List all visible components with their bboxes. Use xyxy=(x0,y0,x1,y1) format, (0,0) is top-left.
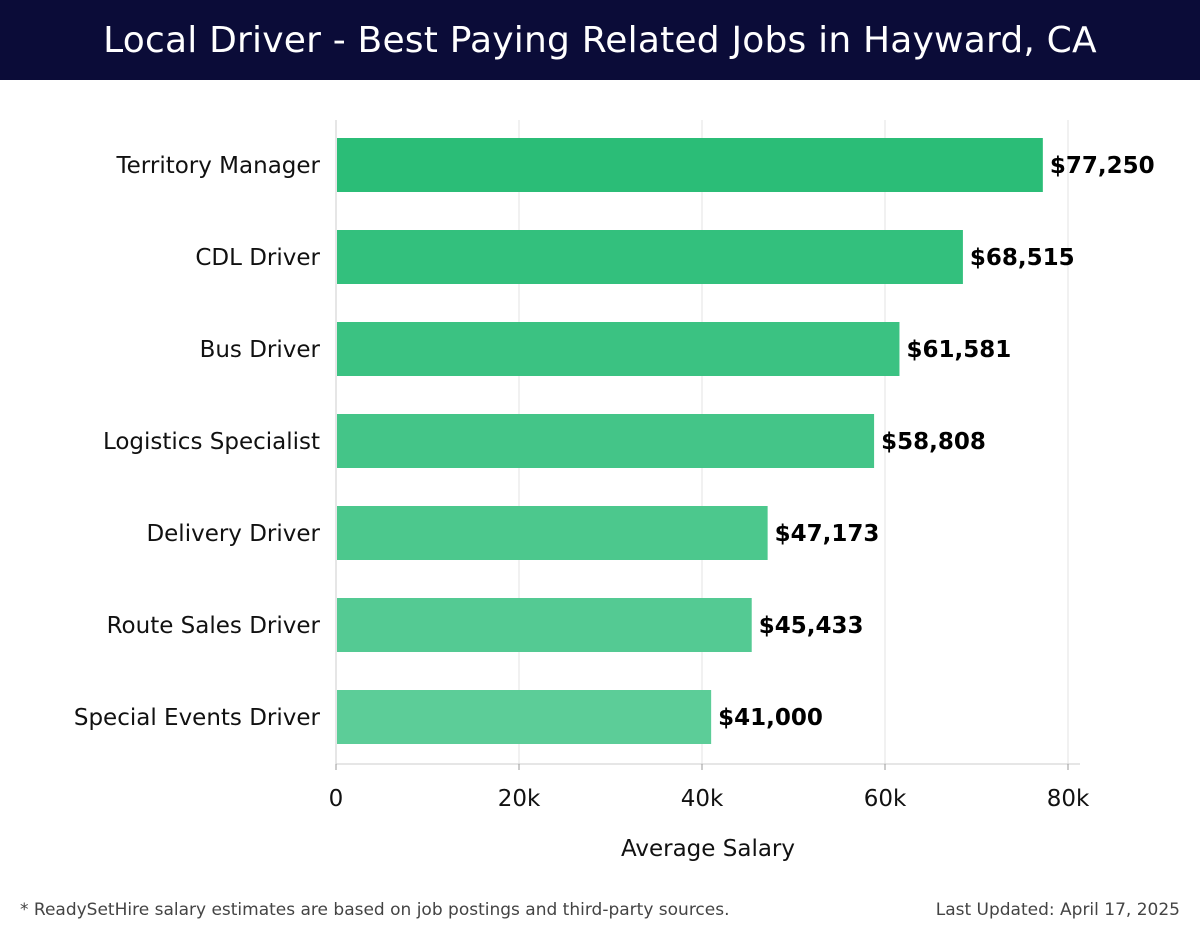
data-label: $41,000 xyxy=(718,705,823,731)
x-tick-label: 0 xyxy=(329,786,344,812)
x-tick-label: 40k xyxy=(681,786,724,812)
category-label: Bus Driver xyxy=(200,337,321,363)
data-label: $77,250 xyxy=(1050,153,1155,179)
category-label: Logistics Specialist xyxy=(103,429,320,455)
x-tick-label: 20k xyxy=(498,786,541,812)
category-label: Delivery Driver xyxy=(146,521,320,547)
data-label: $47,173 xyxy=(775,521,880,547)
bar xyxy=(337,414,875,468)
x-tick-label: 80k xyxy=(1047,786,1090,812)
last-updated: Last Updated: April 17, 2025 xyxy=(935,900,1180,920)
bar xyxy=(337,598,752,652)
data-label: $68,515 xyxy=(970,245,1075,271)
category-label: Route Sales Driver xyxy=(107,613,321,639)
bar xyxy=(337,690,712,744)
data-label: $61,581 xyxy=(906,337,1011,363)
category-label: Special Events Driver xyxy=(74,705,321,731)
x-axis-label: Average Salary xyxy=(621,836,795,862)
bar xyxy=(337,138,1043,192)
data-label: $45,433 xyxy=(759,613,864,639)
data-label: $58,808 xyxy=(881,429,986,455)
bar xyxy=(337,230,963,284)
chart-header: Local Driver - Best Paying Related Jobs … xyxy=(0,0,1200,80)
chart-title: Local Driver - Best Paying Related Jobs … xyxy=(103,19,1097,61)
x-tick-label: 60k xyxy=(864,786,907,812)
category-label: CDL Driver xyxy=(195,245,320,271)
category-label: Territory Manager xyxy=(116,153,321,179)
footer-note: * ReadySetHire salary estimates are base… xyxy=(20,900,730,920)
bar xyxy=(337,322,900,376)
bar xyxy=(337,506,768,560)
bar-chart: 0 20k 40k 60k 80k Average Salary Territory Man… xyxy=(74,120,1155,862)
